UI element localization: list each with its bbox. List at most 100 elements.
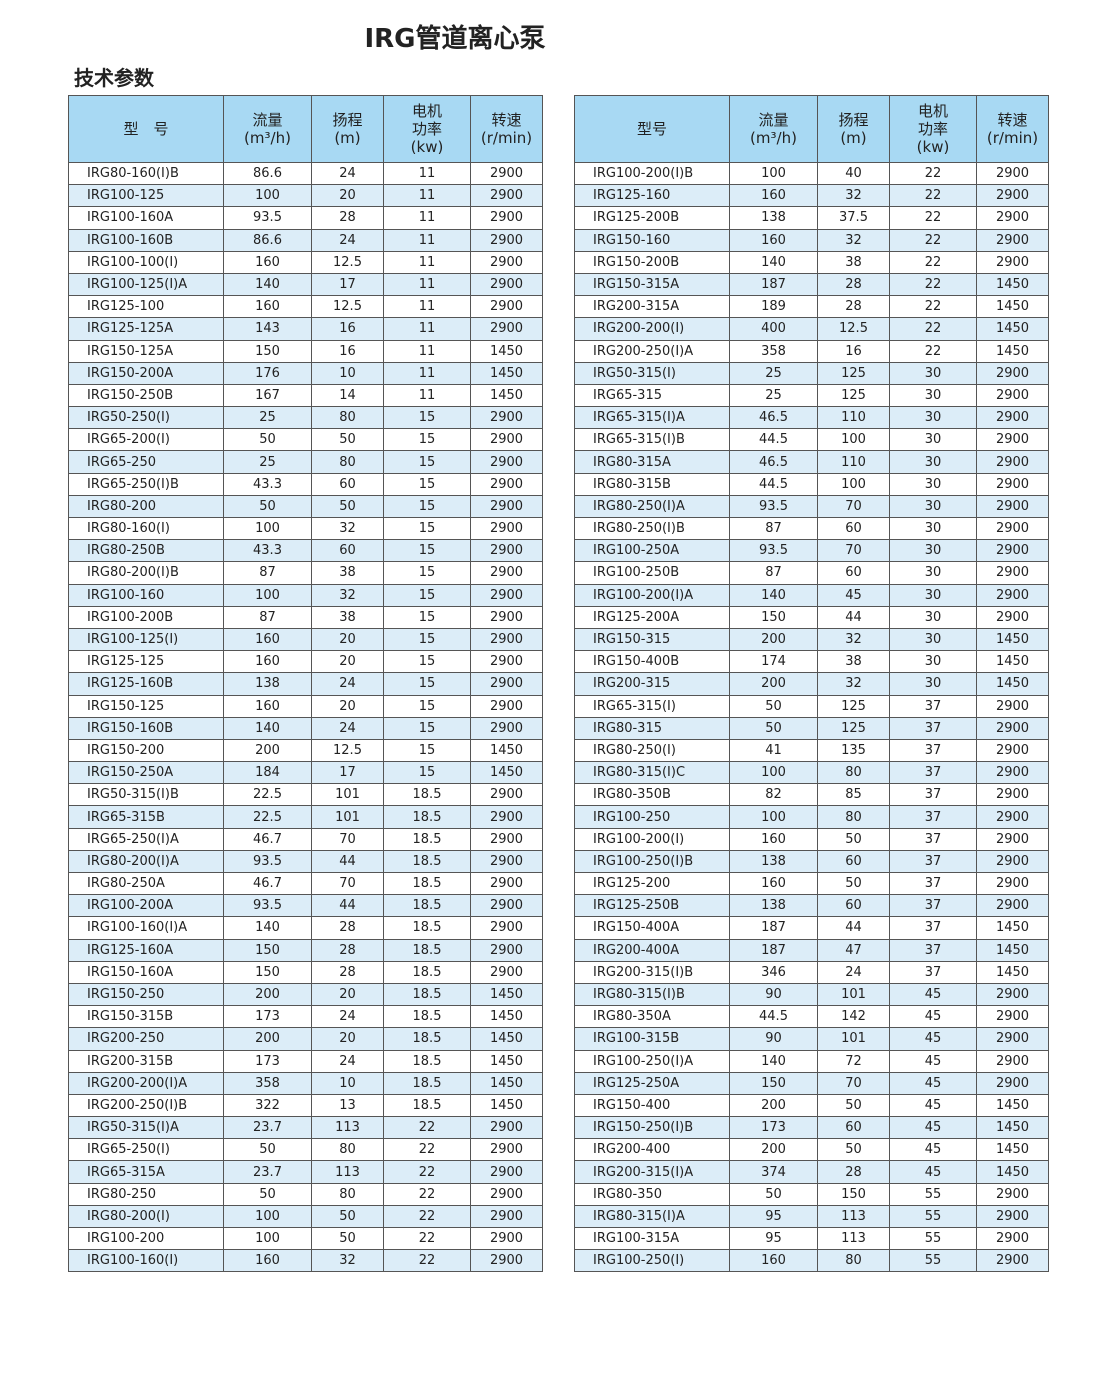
cell-model: IRG200-315A (574, 295, 730, 319)
cell-power: 15 (383, 516, 471, 541)
cell-flow: 150 (729, 1071, 818, 1095)
cell-speed: 2900 (470, 1182, 543, 1206)
cell-speed: 2900 (976, 1182, 1049, 1206)
cell-head: 80 (817, 761, 890, 785)
cell-speed: 2900 (470, 450, 543, 474)
cell-flow: 200 (729, 1138, 818, 1162)
cell-speed: 1450 (976, 1116, 1049, 1140)
cell-head: 40 (817, 161, 890, 186)
cell-head: 12.5 (817, 317, 890, 341)
table-row: IRG200-400A 187 47 37 1450 (574, 938, 1049, 962)
cell-power: 37 (889, 783, 977, 807)
section-title: 技术参数 (74, 66, 154, 90)
cell-head: 60 (817, 561, 890, 585)
cell-flow: 187 (729, 916, 818, 940)
cell-speed: 2900 (976, 738, 1049, 763)
cell-power: 18.5 (383, 827, 471, 851)
table-row: IRG100-200A 93.5 44 18.5 2900 (68, 894, 543, 918)
cell-flow: 100 (729, 761, 818, 785)
cell-head: 50 (311, 428, 384, 452)
table-row: IRG65-250 25 80 15 2900 (68, 450, 543, 474)
cell-flow: 138 (729, 849, 818, 874)
cell-power: 55 (889, 1182, 977, 1206)
cell-head: 80 (311, 406, 384, 430)
cell-speed: 2900 (470, 894, 543, 918)
cell-speed: 2900 (976, 561, 1049, 585)
table-row: IRG100-250B 87 60 30 2900 (574, 561, 1049, 585)
cell-power: 18.5 (383, 783, 471, 807)
cell-head: 17 (311, 761, 384, 785)
header-head: 扬程 (m) (817, 95, 890, 163)
cell-model: IRG80-350A (574, 1005, 730, 1029)
cell-speed: 2900 (470, 805, 543, 829)
table-row: IRG100-250A 93.5 70 30 2900 (574, 539, 1049, 563)
cell-power: 22 (383, 1249, 471, 1273)
table-row: IRG200-315A 189 28 22 1450 (574, 295, 1049, 319)
cell-power: 30 (889, 605, 977, 629)
cell-power: 22 (889, 206, 977, 230)
cell-model: IRG65-200(I) (68, 428, 224, 452)
cell-model: IRG150-250B (68, 383, 224, 408)
cell-power: 11 (383, 361, 471, 385)
cell-power: 11 (383, 317, 471, 341)
cell-model: IRG200-315(I)B (574, 960, 730, 984)
cell-speed: 1450 (976, 295, 1049, 319)
cell-model: IRG65-315(I) (574, 694, 730, 718)
cell-speed: 2900 (470, 1249, 543, 1273)
cell-head: 50 (817, 827, 890, 851)
cell-power: 30 (889, 627, 977, 652)
cell-power: 11 (383, 339, 471, 363)
cell-power: 15 (383, 583, 471, 607)
cell-flow: 140 (729, 250, 818, 274)
cell-head: 50 (311, 1204, 384, 1229)
cell-power: 22 (889, 295, 977, 319)
table-row: IRG125-125 160 20 15 2900 (68, 650, 543, 674)
cell-flow: 160 (729, 184, 818, 208)
cell-speed: 2900 (976, 583, 1049, 607)
table-row: IRG80-160(I) 100 32 15 2900 (68, 516, 543, 541)
table-row: IRG65-250(I)B 43.3 60 15 2900 (68, 472, 543, 496)
cell-power: 18.5 (383, 960, 471, 984)
header-flow: 流量 (m³/h) (729, 95, 818, 163)
table-row: IRG200-315(I)A 374 28 45 1450 (574, 1160, 1049, 1184)
cell-model: IRG125-250B (574, 894, 730, 918)
cell-flow: 100 (223, 184, 312, 208)
cell-head: 37.5 (817, 206, 890, 230)
cell-flow: 50 (729, 716, 818, 740)
cell-model: IRG150-250A (68, 761, 224, 785)
cell-flow: 90 (729, 1027, 818, 1051)
cell-model: IRG100-250(I) (574, 1249, 730, 1273)
cell-flow: 43.3 (223, 472, 312, 496)
cell-model: IRG100-200B (68, 605, 224, 629)
cell-model: IRG65-315(I)A (574, 406, 730, 430)
table-row: IRG150-250B 167 14 11 1450 (68, 383, 543, 408)
cell-speed: 2900 (976, 1071, 1049, 1095)
cell-model: IRG100-315B (574, 1027, 730, 1051)
header-model: 型 号 (68, 95, 224, 163)
cell-model: IRG80-200 (68, 494, 224, 519)
cell-model: IRG50-315(I)A (68, 1116, 224, 1140)
cell-flow: 100 (729, 161, 818, 186)
cell-flow: 358 (223, 1071, 312, 1095)
cell-model: IRG80-315(I)A (574, 1204, 730, 1229)
table-row: IRG200-400 200 50 45 1450 (574, 1138, 1049, 1162)
cell-model: IRG100-250A (574, 539, 730, 563)
table-row: IRG125-200A 150 44 30 2900 (574, 605, 1049, 629)
cell-power: 22 (889, 184, 977, 208)
cell-head: 10 (311, 361, 384, 385)
table-row: IRG80-350B 82 85 37 2900 (574, 783, 1049, 807)
cell-model: IRG100-125 (68, 184, 224, 208)
cell-flow: 374 (729, 1160, 818, 1184)
table-row: IRG100-125 100 20 11 2900 (68, 184, 543, 208)
cell-model: IRG100-125(I) (68, 627, 224, 652)
cell-speed: 2900 (470, 694, 543, 718)
cell-head: 13 (311, 1093, 384, 1118)
cell-head: 28 (311, 960, 384, 984)
cell-head: 70 (817, 494, 890, 519)
cell-model: IRG80-250(I)A (574, 494, 730, 519)
cell-model: IRG100-100(I) (68, 250, 224, 274)
cell-speed: 2900 (976, 982, 1049, 1007)
cell-head: 24 (311, 672, 384, 696)
header-model: 型号 (574, 95, 730, 163)
cell-power: 30 (889, 406, 977, 430)
